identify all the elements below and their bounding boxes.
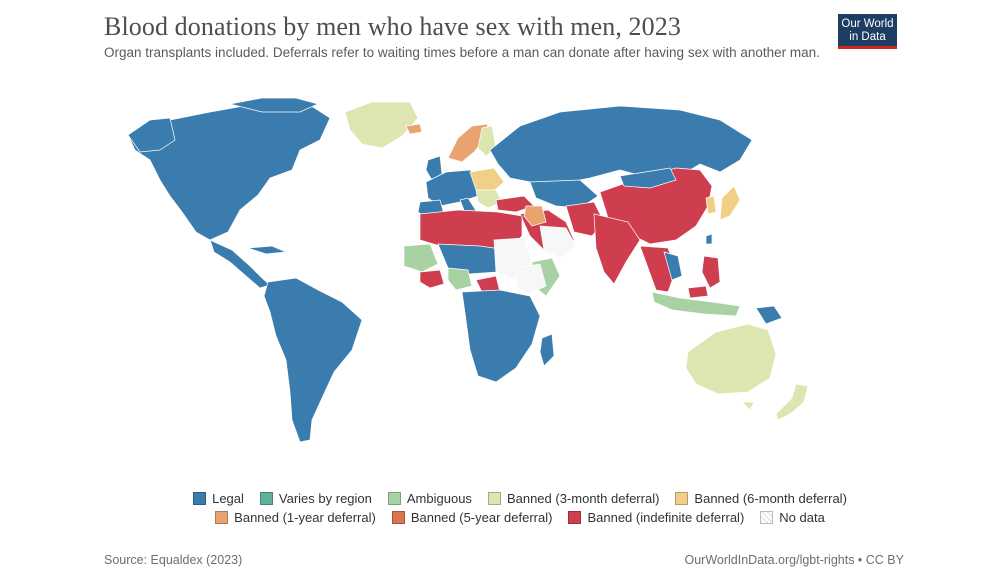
region-eastern-europe[interactable] (469, 167, 505, 195)
region-central-southern-africa[interactable] (461, 289, 541, 383)
map-legend: Legal Varies by region Ambiguous Banned (3-… (160, 491, 880, 529)
region-south-america[interactable] (263, 277, 363, 443)
legend-swatch (193, 492, 207, 505)
legend-item-ambiguous[interactable]: Ambiguous (387, 491, 472, 506)
region-korea[interactable] (705, 195, 717, 215)
legend-item-ban5y[interactable]: Banned (5-year deferral) (391, 510, 553, 525)
legend-swatch (215, 511, 229, 524)
region-balkans[interactable] (475, 189, 503, 209)
credit-link-text[interactable]: OurWorldInData.org/lgbt-rights • CC BY (684, 553, 904, 567)
legend-swatch (675, 492, 689, 505)
region-russia[interactable] (489, 105, 753, 185)
region-nigeria[interactable] (447, 267, 473, 291)
legend-swatch (760, 511, 774, 524)
chart-title: Blood donations by men who have sex with… (104, 12, 681, 41)
region-alaska[interactable] (127, 117, 176, 153)
region-iceland[interactable] (405, 123, 423, 135)
legend-label: Banned (indefinite deferral) (587, 510, 745, 525)
region-philippines[interactable] (701, 255, 721, 289)
legend-item-legal[interactable]: Legal (193, 491, 244, 506)
region-saudi-nodata[interactable] (539, 225, 577, 259)
legend-row: Banned (1-year deferral) Banned (5-year d… (160, 510, 880, 525)
logo-line-1: Our World (841, 18, 894, 30)
region-turkey[interactable] (495, 195, 535, 213)
legend-swatch (387, 492, 401, 505)
legend-item-ban1y[interactable]: Banned (1-year deferral) (215, 510, 376, 525)
legend-label: Ambiguous (406, 491, 472, 506)
region-central-america[interactable] (209, 239, 271, 289)
owid-logo[interactable]: Our World in Data (838, 14, 897, 49)
region-madagascar[interactable] (539, 333, 555, 367)
region-new-zealand[interactable] (775, 383, 809, 421)
region-mongolia[interactable] (619, 167, 677, 189)
legend-item-ban3[interactable]: Banned (3-month deferral) (487, 491, 660, 506)
region-papua[interactable] (755, 305, 783, 325)
region-vietnam-cambodia[interactable] (663, 251, 683, 281)
legend-label: Banned (6-month deferral) (694, 491, 847, 506)
legend-item-nodata[interactable]: No data (760, 510, 825, 525)
region-india[interactable] (593, 213, 641, 285)
region-cuba[interactable] (247, 245, 287, 255)
legend-item-banIndef[interactable]: Banned (indefinite deferral) (568, 510, 744, 525)
region-iraq[interactable] (523, 205, 547, 227)
logo-line-2: in Data (849, 31, 886, 43)
legend-swatch (487, 492, 501, 505)
credit-link[interactable]: OurWorldInData.org/lgbt-rights • CC BY (684, 553, 904, 567)
region-malaysia[interactable] (687, 285, 709, 299)
legend-item-ban6[interactable]: Banned (6-month deferral) (675, 491, 847, 506)
region-tasmania[interactable] (741, 401, 755, 411)
legend-label: Banned (1-year deferral) (234, 510, 376, 525)
legend-item-varies[interactable]: Varies by region (259, 491, 372, 506)
region-west-africa[interactable] (403, 243, 439, 273)
legend-label: Banned (5-year deferral) (410, 510, 553, 525)
source-note: Source: Equaldex (2023) (104, 553, 243, 567)
legend-swatch (568, 511, 582, 524)
region-canada-islands[interactable] (229, 97, 320, 113)
world-map[interactable] (0, 90, 1000, 490)
region-taiwan[interactable] (705, 233, 713, 245)
region-indonesia[interactable] (651, 291, 741, 317)
legend-row: Legal Varies by region Ambiguous Banned (3-… (160, 491, 880, 506)
region-ethiopia-nodata[interactable] (515, 263, 547, 295)
region-gulf-guinea[interactable] (419, 269, 445, 289)
legend-swatch (391, 511, 405, 524)
legend-label: Varies by region (278, 491, 372, 506)
region-japan[interactable] (719, 185, 741, 221)
legend-label: Banned (3-month deferral) (506, 491, 660, 506)
legend-swatch (259, 492, 273, 505)
region-australia[interactable] (685, 323, 777, 395)
chart-subtitle: Organ transplants included. Deferrals re… (104, 45, 820, 60)
region-greenland[interactable] (344, 101, 419, 149)
legend-label: No data (779, 510, 825, 525)
legend-label: Legal (212, 491, 244, 506)
